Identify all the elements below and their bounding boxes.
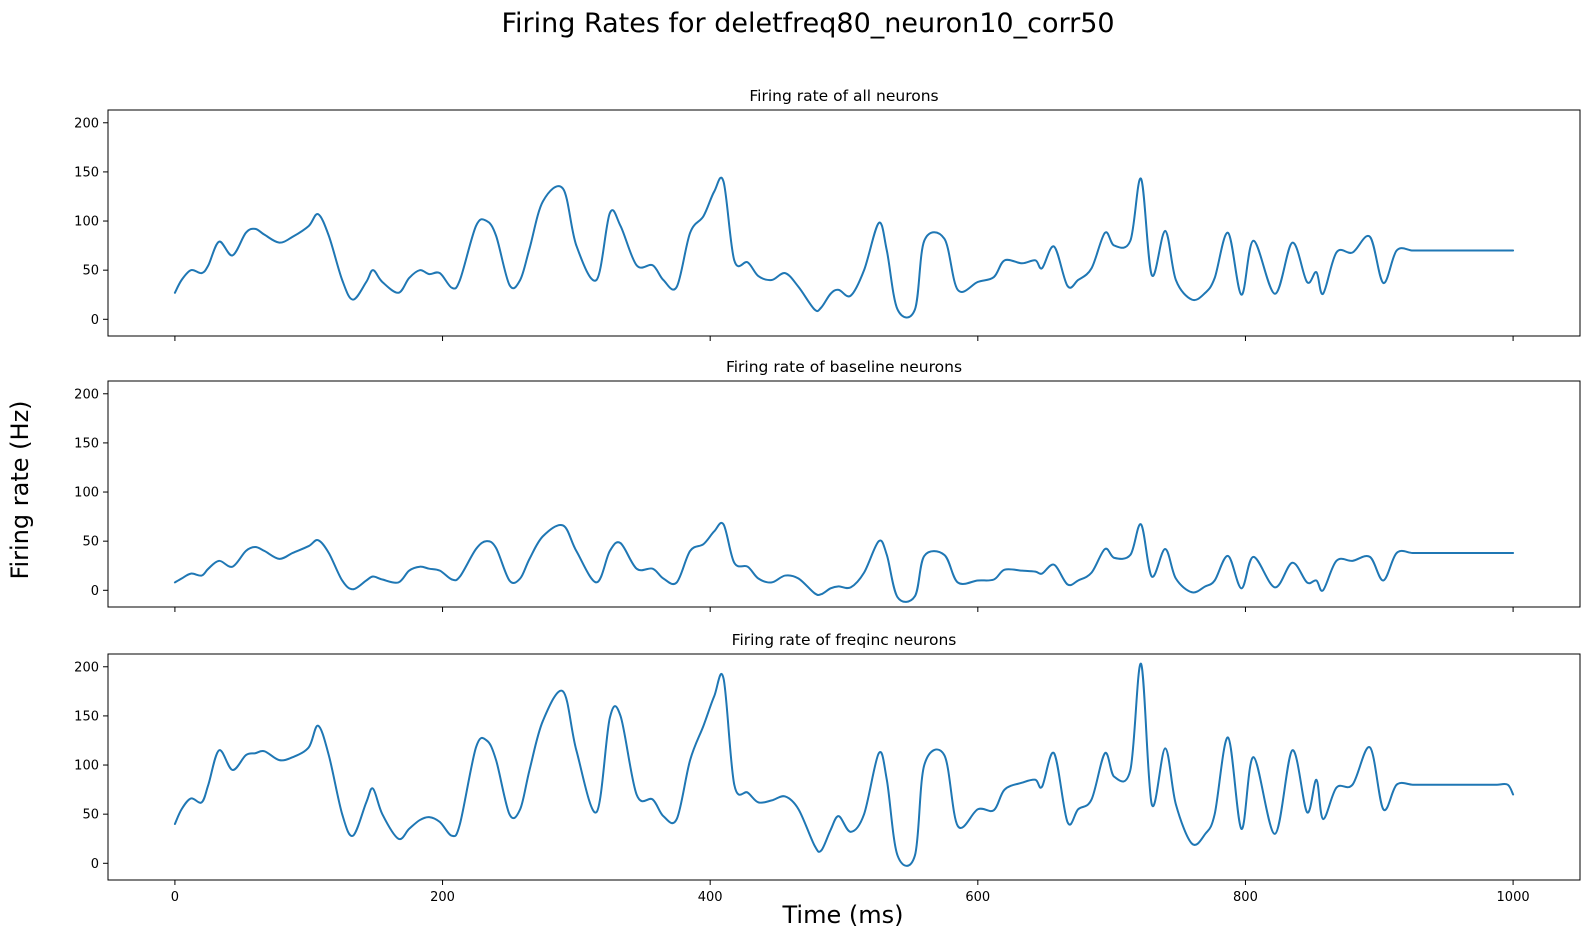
subplot-title: Firing rate of all neurons [749, 87, 938, 105]
y-tick-label: 0 [91, 857, 99, 872]
x-tick-label: 600 [965, 890, 990, 905]
plot-frame [107, 653, 1581, 881]
series-line [173, 521, 1515, 603]
subplot-title: Firing rate of freqinc neurons [732, 631, 957, 649]
y-tick-label: 150 [74, 436, 99, 451]
y-tick-label: 100 [74, 759, 99, 774]
plot-frame [107, 109, 1581, 337]
subplot-2: Firing rate of baseline neurons 0 50 100 150… [74, 358, 1581, 612]
plot-frame [107, 380, 1581, 608]
y-tick-label: 150 [74, 709, 99, 724]
y-tick-label: 50 [82, 264, 99, 279]
y-tick-label: 0 [91, 313, 99, 328]
x-tick-label: 800 [1233, 890, 1258, 905]
series-line [173, 662, 1515, 867]
subplot-grid: Firing rate of all neurons050100150200Fi… [74, 87, 1581, 905]
y-tick-label: 200 [74, 387, 99, 402]
y-tick-label: 150 [74, 165, 99, 180]
subplot-3: Firing rate of freqinc neurons 0 50 100 150 2… [74, 631, 1581, 905]
series-line [173, 176, 1515, 319]
x-axis-label: Time (ms) [782, 901, 904, 929]
x-tick-label: 0 [171, 890, 179, 905]
subplot-title: Firing rate of baseline neurons [726, 358, 962, 376]
y-tick-label: 50 [82, 808, 99, 823]
x-tick-label: 1000 [1497, 890, 1530, 905]
y-tick-label: 50 [82, 535, 99, 550]
y-axis-label: Firing rate (Hz) [6, 400, 34, 579]
y-tick-label: 100 [74, 486, 99, 501]
x-tick-label: 200 [430, 890, 455, 905]
x-tick-label: 400 [698, 890, 723, 905]
y-tick-label: 0 [91, 584, 99, 599]
figure-title: Firing Rates for deletfreq80_neuron10_co… [501, 8, 1114, 39]
y-tick-label: 200 [74, 660, 99, 675]
y-tick-label: 200 [74, 116, 99, 131]
subplot-1: Firing rate of all neurons 0 50 100 150 200 [74, 87, 1581, 341]
y-tick-label: 100 [74, 215, 99, 230]
